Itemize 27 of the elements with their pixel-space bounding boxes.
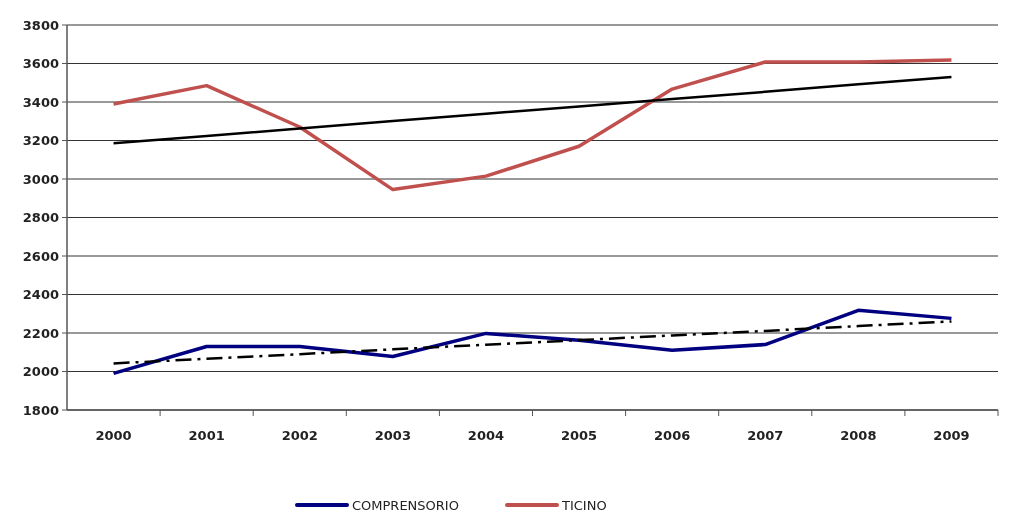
line-series [112, 320, 953, 365]
y-tick-label: 2600 [22, 248, 59, 264]
x-tick-label: 2000 [95, 428, 132, 443]
x-tick-label: 2005 [560, 428, 598, 443]
y-tick-label: 3600 [22, 56, 59, 72]
x-tick-label: 2006 [654, 428, 691, 443]
line-series [112, 75, 953, 145]
legend-label: TICINO [561, 497, 607, 512]
x-tick-label: 2009 [933, 428, 970, 443]
line-series [111, 308, 954, 376]
y-tick-label: 1800 [22, 402, 59, 418]
y-tick-label: 2800 [22, 210, 59, 226]
line-series [111, 58, 954, 192]
y-tick-label: 2400 [22, 287, 59, 303]
x-tick-label: 2008 [840, 428, 877, 443]
y-tick-label: 2200 [22, 325, 59, 341]
x-tick-label: 2002 [281, 428, 318, 443]
x-tick-label: 2004 [467, 428, 505, 443]
y-tick-label: 3200 [22, 133, 59, 149]
y-tick-label: 3400 [22, 94, 59, 110]
x-tick-label: 2003 [374, 428, 411, 443]
y-tick-label: 3800 [22, 17, 59, 33]
x-tick-label: 2001 [188, 428, 225, 443]
x-tick-label: 2007 [747, 428, 784, 443]
y-tick-label: 2000 [22, 364, 59, 380]
y-tick-label: 3000 [22, 171, 59, 187]
legend-label: COMPRENSORIO [352, 497, 459, 512]
